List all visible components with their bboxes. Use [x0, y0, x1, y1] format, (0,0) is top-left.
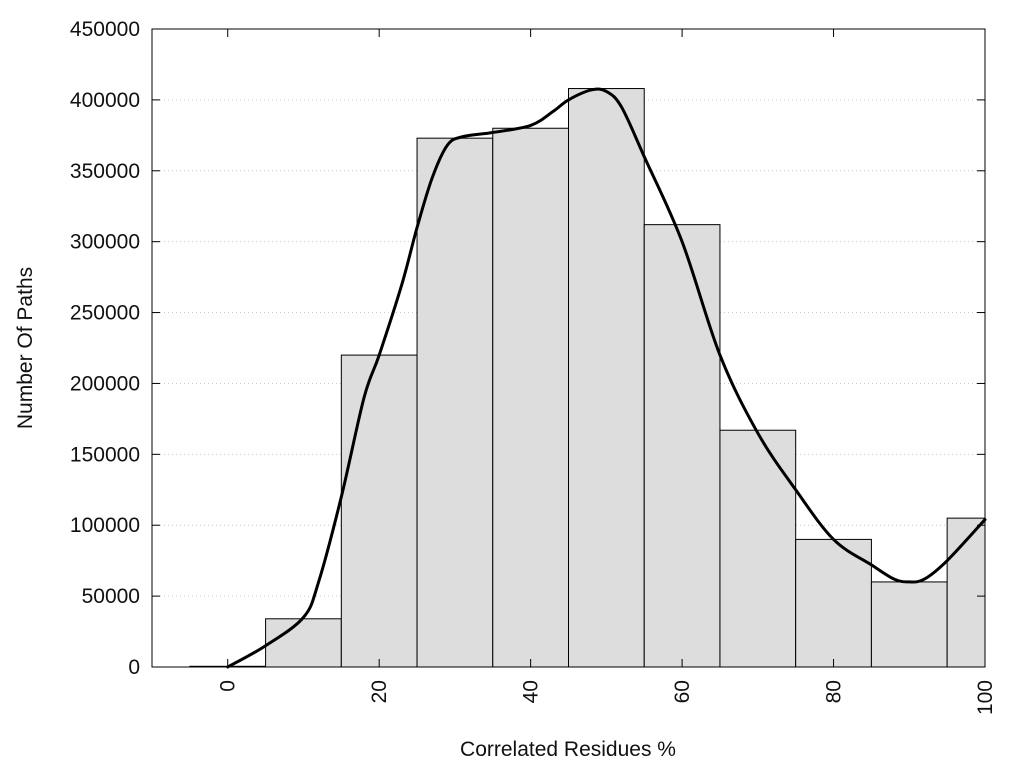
histogram-bar-5 — [568, 88, 645, 668]
histogram-bar-2 — [340, 354, 418, 668]
y-tick-label-8: 400000 — [70, 89, 140, 112]
x-axis-label: Correlated Residues % — [460, 738, 676, 761]
histogram-bar-7 — [719, 429, 797, 668]
y-tick-label-2: 100000 — [70, 514, 140, 537]
x-axis-ticks: 0 20 40 60 80 100 — [217, 29, 997, 715]
histogram-bar-4 — [492, 127, 570, 668]
y-tick-label-9: 450000 — [70, 18, 140, 41]
y-tick-label-5: 250000 — [70, 302, 140, 325]
y-tick-label-1: 50000 — [82, 585, 140, 608]
histogram-bars — [189, 88, 986, 668]
histogram-bar-8 — [795, 538, 872, 668]
x-tick-label-2: 40 — [520, 680, 543, 703]
x-tick-label-5: 100 — [974, 680, 997, 715]
y-tick-label-7: 350000 — [70, 160, 140, 183]
histogram-bar-1 — [265, 618, 342, 668]
y-axis-label: Number Of Paths — [14, 267, 37, 429]
x-tick-label-3: 60 — [671, 680, 694, 703]
y-tick-label-6: 300000 — [70, 231, 140, 254]
y-tick-label-4: 200000 — [70, 372, 140, 395]
density-curve — [226, 87, 987, 669]
x-tick-label-1: 20 — [368, 680, 391, 703]
x-tick-label-0: 0 — [217, 680, 240, 692]
y-tick-label-0: 0 — [128, 656, 140, 679]
plot-frame — [151, 28, 986, 668]
histogram-bar-6 — [643, 224, 721, 668]
histogram-bar-9 — [870, 581, 948, 668]
x-tick-label-4: 80 — [823, 680, 846, 703]
y-axis-ticks: 0 50000 100000 150000 200000 250000 300000 3500… — [70, 18, 985, 679]
y-tick-label-3: 150000 — [70, 443, 140, 466]
histogram-bar-3 — [416, 137, 494, 668]
